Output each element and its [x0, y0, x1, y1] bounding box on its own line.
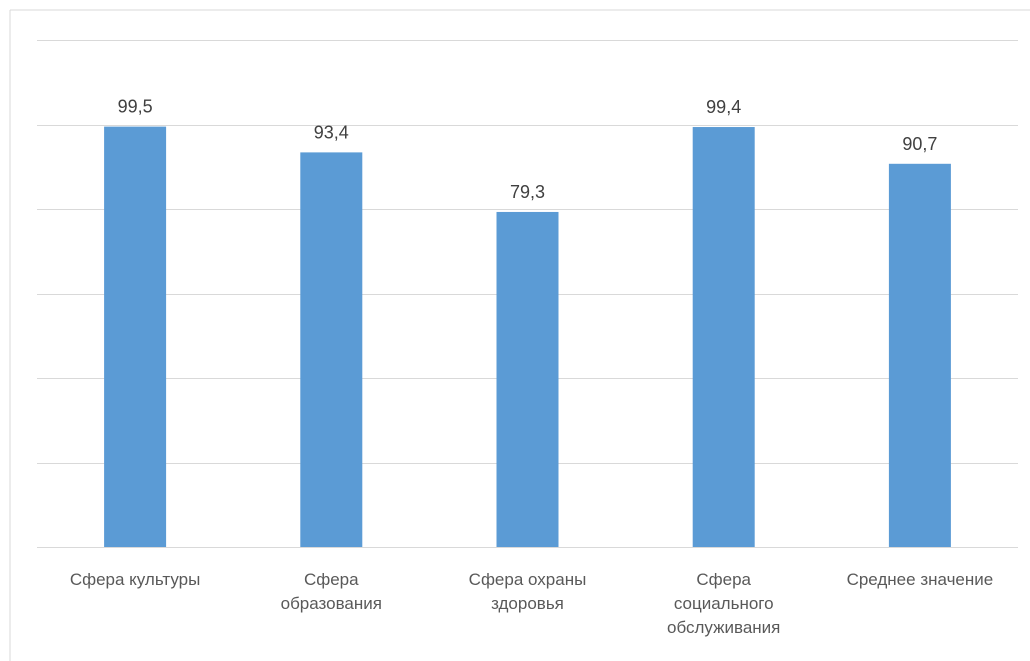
bar [496, 211, 559, 547]
category-label-line: обслуживания [667, 618, 780, 637]
data-label: 90,7 [902, 134, 937, 154]
chart-frame [9, 9, 1030, 661]
category-label-line: Сфера [304, 570, 359, 589]
bars [104, 126, 951, 548]
data-label: 93,4 [314, 122, 349, 142]
data-label: 99,4 [706, 97, 741, 117]
category-label-line: Сфера культуры [70, 570, 201, 589]
category-labels: Сфера культуры Сфера образования Сфера охра… [70, 570, 993, 637]
data-label: 79,3 [510, 182, 545, 202]
category-label: Сфера социального обслуживания [667, 570, 780, 637]
category-label: Сфера культуры [70, 570, 201, 589]
bar [888, 163, 951, 548]
data-label: 99,5 [118, 97, 153, 117]
category-label: Сфера образования [281, 570, 382, 613]
category-label: Среднее значение [847, 570, 994, 589]
category-label-line: здоровья [491, 594, 564, 613]
category-label-line: Сфера охраны [469, 570, 587, 589]
data-labels: 99,5 93,4 79,3 99,4 90,7 [118, 97, 938, 202]
category-label-line: Среднее значение [847, 570, 994, 589]
bar [300, 152, 363, 547]
bar [692, 127, 755, 547]
bar [104, 126, 167, 548]
category-label-line: Сфера [696, 570, 751, 589]
category-label-line: образования [281, 594, 382, 613]
category-label: Сфера охраны здоровья [469, 570, 587, 613]
category-label-line: социального [674, 594, 774, 613]
